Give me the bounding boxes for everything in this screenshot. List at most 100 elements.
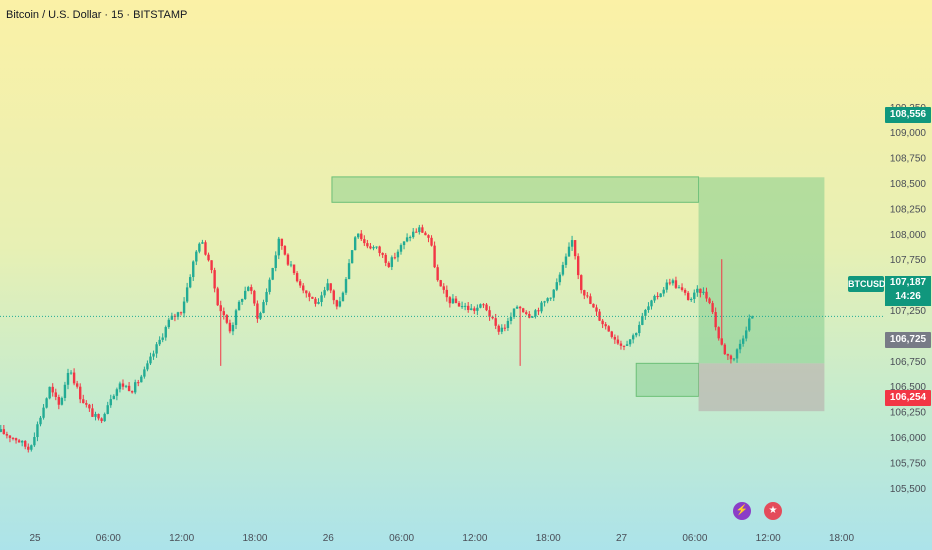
candle-body — [677, 287, 681, 289]
candle-body — [308, 293, 311, 297]
candle-body — [0, 429, 2, 432]
y-tick-label: 105,500 — [890, 484, 927, 495]
candle-body — [500, 327, 504, 332]
current-price-value: 107,187 — [889, 277, 927, 288]
candle-body — [405, 237, 409, 242]
candle-body — [741, 338, 745, 344]
x-tick-label: 12:00 — [756, 533, 781, 544]
entry-price-tag: 106,725 — [885, 332, 931, 348]
candle-body — [512, 308, 516, 318]
candle-body — [659, 293, 662, 298]
candle-body — [393, 257, 397, 259]
x-tick-label: 18:00 — [829, 533, 854, 544]
candle-body — [234, 310, 238, 325]
candle-body — [176, 312, 180, 317]
candle-body — [274, 255, 277, 268]
candle-body — [45, 398, 48, 408]
candle-body — [683, 289, 687, 293]
candle-body — [152, 353, 155, 357]
candle-body — [641, 315, 644, 325]
candle-body — [338, 301, 342, 307]
candle-body — [188, 277, 192, 288]
candle-body — [433, 245, 436, 268]
candle-body — [644, 309, 647, 316]
candle-body — [445, 289, 449, 298]
candle-body — [94, 413, 97, 417]
candle-body — [167, 319, 171, 328]
candle-body — [497, 325, 500, 332]
candle-body — [631, 335, 635, 340]
candle-body — [451, 298, 455, 304]
candle-body — [671, 280, 675, 284]
candle-body — [567, 246, 571, 257]
candle-body — [576, 256, 580, 276]
candle-body — [363, 239, 366, 244]
candle-body — [430, 237, 433, 246]
candle-body — [253, 290, 256, 304]
candle-body — [5, 434, 9, 436]
x-tick-label: 27 — [616, 533, 628, 544]
candle-body — [69, 372, 73, 374]
candle-body — [195, 251, 198, 262]
candle-body — [650, 300, 653, 307]
candle-body — [149, 356, 152, 364]
candle-body — [518, 306, 522, 309]
candle-body — [311, 296, 314, 299]
candle-body — [204, 242, 207, 255]
candle-body — [170, 315, 174, 320]
candle-body — [42, 407, 45, 418]
candle-body — [573, 240, 577, 257]
candle-body — [610, 331, 613, 337]
us-flag-icon[interactable]: ★ — [764, 502, 782, 520]
candle-body — [479, 304, 482, 308]
candle-body — [341, 292, 345, 302]
candle-body — [329, 283, 332, 291]
y-tick-label: 108,250 — [890, 204, 927, 215]
y-tick-label: 106,750 — [890, 357, 927, 368]
candle-body — [668, 282, 672, 284]
candle-body — [555, 282, 558, 290]
candle-body — [745, 330, 748, 339]
lightning-calendar-icon[interactable]: ⚡ — [733, 502, 751, 520]
candle-body — [353, 237, 357, 251]
candle-body — [549, 297, 552, 299]
candle-body — [350, 250, 354, 264]
candle-body — [326, 283, 329, 291]
candle-body — [54, 392, 57, 397]
candle-body — [286, 254, 290, 265]
candle-body — [137, 382, 140, 384]
x-tick-label: 12:00 — [169, 533, 194, 544]
candle-body — [503, 327, 507, 329]
candle-body — [751, 316, 754, 319]
x-tick-label: 18:00 — [242, 533, 267, 544]
candle-body — [360, 233, 363, 240]
candle-body — [485, 304, 488, 311]
candle-body — [491, 316, 494, 319]
candle-body — [616, 339, 620, 344]
candle-body — [674, 280, 678, 288]
candle-body — [665, 282, 668, 290]
candle-body — [622, 345, 626, 347]
candle-body — [124, 385, 128, 387]
candle-body — [109, 399, 112, 406]
candle-body — [335, 300, 339, 307]
target-price-tag: 108,556 — [885, 107, 931, 123]
candle-body — [613, 336, 617, 340]
y-tick-label: 106,250 — [890, 408, 927, 419]
loss-zone — [698, 363, 825, 412]
candle-body — [262, 302, 265, 313]
candle-body — [118, 383, 122, 390]
candle-body — [240, 298, 244, 302]
candle-body — [415, 231, 418, 233]
candle-body — [357, 233, 360, 238]
candle-body — [525, 312, 528, 314]
y-tick-label: 109,000 — [890, 128, 927, 139]
candle-body — [97, 413, 100, 419]
candle-body — [48, 386, 51, 399]
candle-body — [72, 372, 76, 384]
candle-body — [91, 408, 94, 417]
candle-body — [11, 437, 15, 439]
candle-body — [250, 287, 253, 291]
candle-body — [298, 281, 302, 286]
